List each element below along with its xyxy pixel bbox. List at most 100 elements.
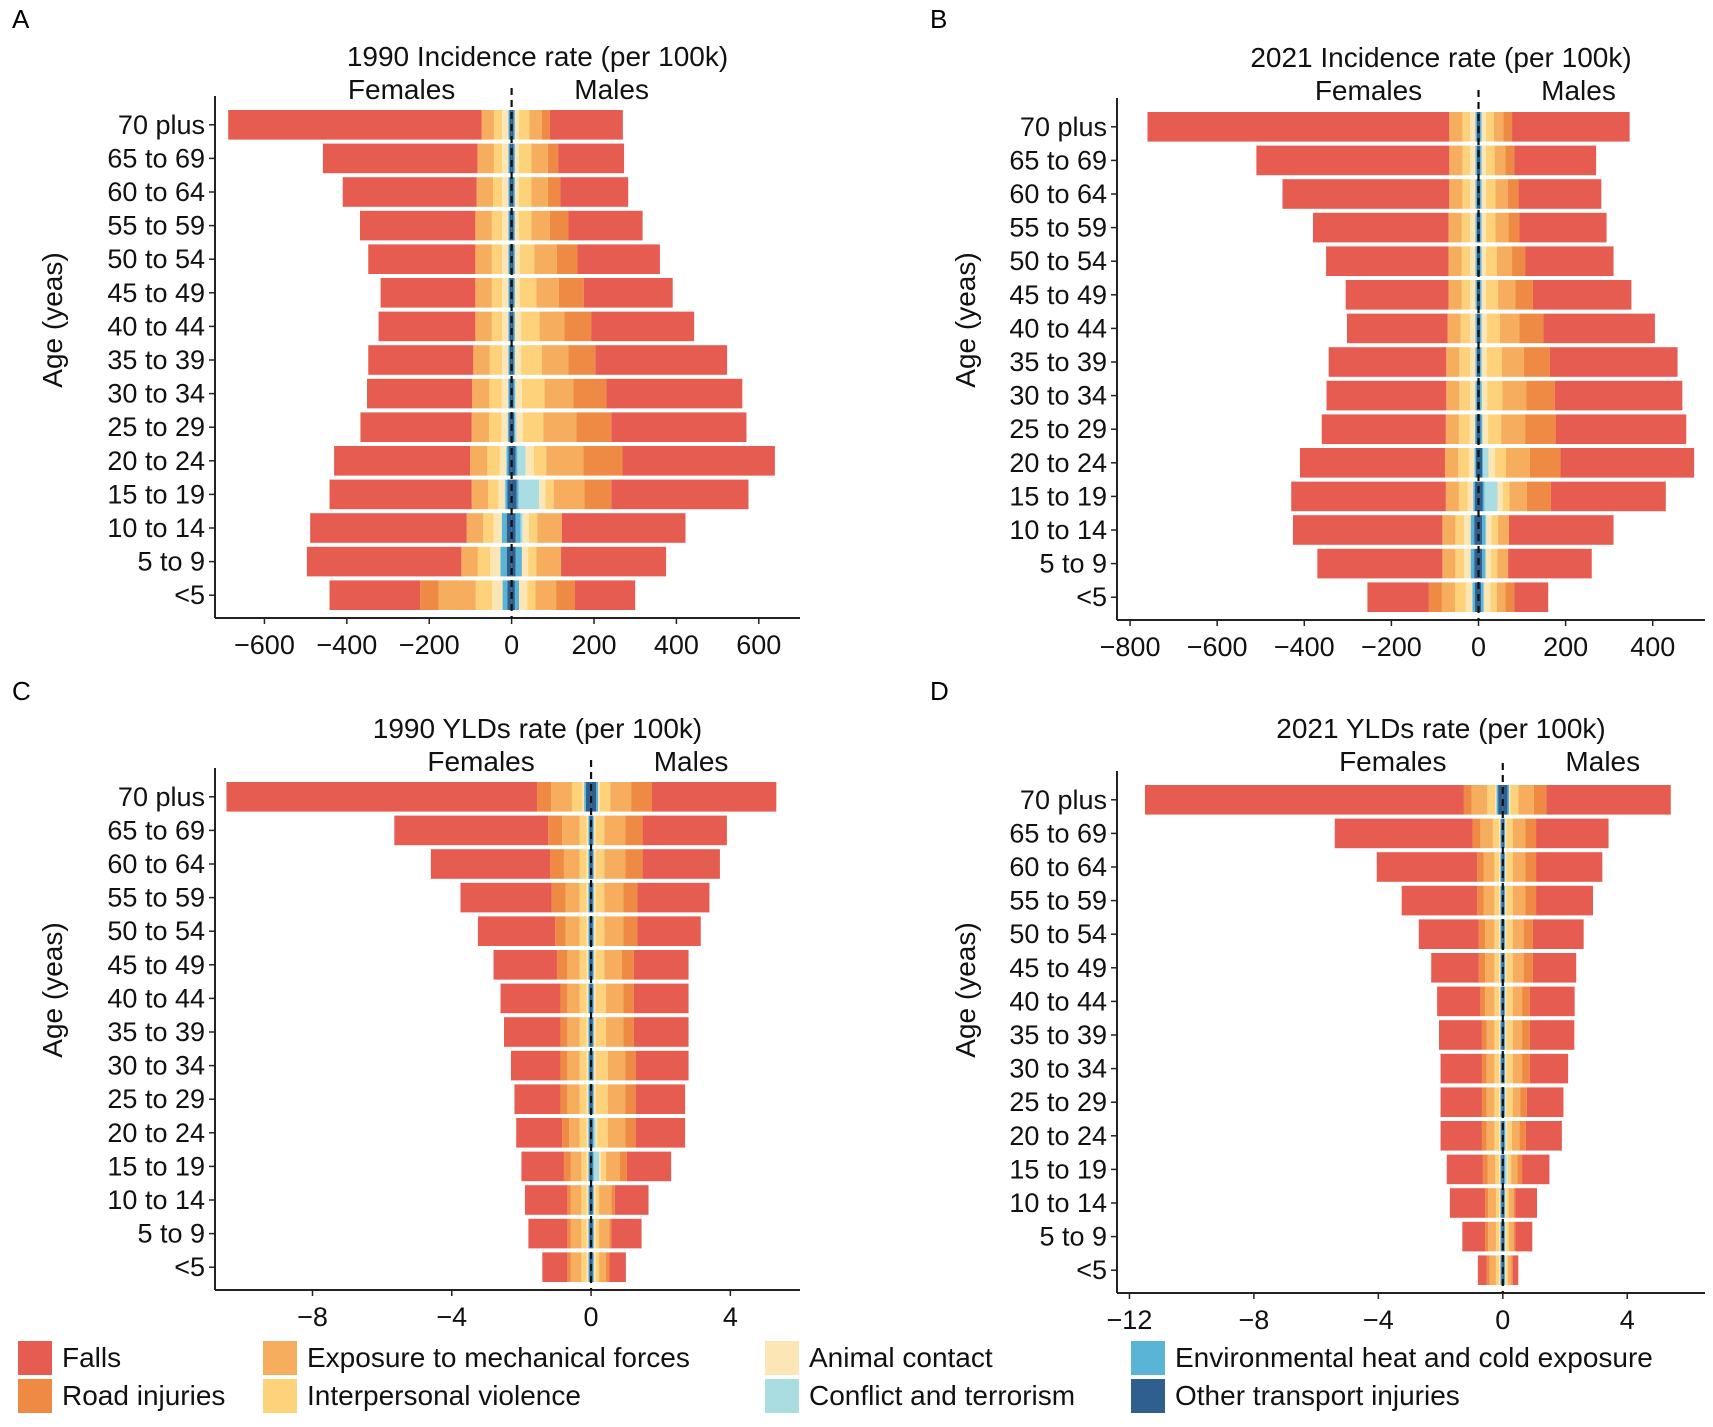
bar-males-mech-3 bbox=[1509, 481, 1527, 512]
bar-females-violence-11 bbox=[1461, 212, 1471, 243]
age-tick-label: 55 to 59 bbox=[1009, 886, 1107, 916]
bar-males-transport-13 bbox=[1478, 145, 1481, 176]
bar-males-conflict-2 bbox=[520, 513, 523, 543]
bar-males-falls-0 bbox=[1512, 1255, 1519, 1285]
bar-females-road-12 bbox=[549, 849, 564, 879]
legend: Falls Road injuries Exposure to mechanic… bbox=[18, 1340, 1708, 1420]
bar-males-env-13 bbox=[513, 143, 515, 174]
bar-males-animal-2 bbox=[1486, 515, 1492, 545]
bar-females-env-0 bbox=[1500, 1255, 1502, 1285]
bar-females-violence-1 bbox=[581, 1218, 587, 1249]
bar-males-animal-12 bbox=[514, 177, 520, 207]
bar-females-road-4 bbox=[1481, 1121, 1487, 1151]
bar-females-animal-0 bbox=[586, 1252, 589, 1282]
bar-males-animal-4 bbox=[1505, 1121, 1508, 1151]
bar-females-transport-1 bbox=[1474, 548, 1479, 579]
bar-males-mech-5 bbox=[607, 1084, 626, 1114]
bar-males-road-13 bbox=[625, 815, 643, 846]
age-tick-label: 70 plus bbox=[1020, 112, 1107, 142]
bar-females-violence-8 bbox=[491, 311, 503, 342]
bar-females-falls-10 bbox=[1326, 246, 1449, 276]
bar-males-violence-0 bbox=[595, 1252, 600, 1282]
bar-males-violence-3 bbox=[1502, 481, 1510, 512]
bar-females-animal-6 bbox=[1499, 1053, 1501, 1084]
bar-males-violence-7 bbox=[521, 345, 542, 375]
bar-males-mech-8 bbox=[606, 983, 624, 1014]
age-tick-label: 50 to 54 bbox=[107, 244, 205, 274]
bar-females-transport-0 bbox=[507, 580, 512, 610]
bar-males-conflict-3 bbox=[518, 479, 540, 510]
bar-females-env-13 bbox=[508, 143, 510, 174]
age-tick-label: 25 to 29 bbox=[1009, 414, 1107, 444]
bar-females-mech-13 bbox=[1480, 818, 1493, 849]
panel-letter-c: C bbox=[12, 676, 31, 706]
bar-males-transport-14 bbox=[1502, 785, 1508, 815]
bar-females-transport-8 bbox=[1476, 313, 1479, 344]
bar-females-env-9 bbox=[1475, 280, 1477, 310]
bar-females-mech-3 bbox=[1487, 1154, 1496, 1185]
bar-males-env-12 bbox=[1504, 852, 1506, 882]
bar-males-animal-14 bbox=[1481, 112, 1486, 142]
bar-males-falls-3 bbox=[626, 1151, 672, 1182]
bar-females-violence-11 bbox=[579, 882, 587, 913]
bar-males-falls-3 bbox=[611, 479, 749, 510]
bar-males-animal-12 bbox=[593, 849, 596, 879]
bar-females-env-3 bbox=[588, 1151, 590, 1182]
bar-males-violence-13 bbox=[519, 143, 532, 174]
bar-males-mech-6 bbox=[544, 378, 574, 409]
bar-females-falls-14 bbox=[228, 110, 482, 140]
bar-females-road-1 bbox=[1485, 1221, 1489, 1252]
bar-males-env-6 bbox=[592, 1050, 594, 1081]
bar-females-mech-4 bbox=[1486, 1121, 1495, 1151]
bar-males-mech-14 bbox=[529, 110, 542, 140]
bar-females-road-6 bbox=[560, 1050, 568, 1081]
bar-females-road-11 bbox=[1477, 885, 1484, 916]
bar-males-falls-14 bbox=[652, 782, 777, 812]
bar-males-road-13 bbox=[1525, 818, 1537, 849]
bar-males-mech-11 bbox=[531, 210, 550, 241]
bar-females-env-7 bbox=[1500, 1020, 1502, 1050]
bar-males-violence-13 bbox=[1506, 818, 1513, 849]
bar-males-violence-3 bbox=[600, 1151, 607, 1182]
age-tick-label: 25 to 29 bbox=[107, 412, 205, 442]
bar-males-env-11 bbox=[1480, 212, 1482, 243]
x-tick-label: 200 bbox=[1543, 632, 1588, 662]
bar-males-env-2 bbox=[592, 1185, 594, 1215]
bar-males-mech-10 bbox=[1512, 919, 1524, 949]
bar-males-transport-8 bbox=[1502, 986, 1505, 1017]
bar-males-violence-4 bbox=[1495, 448, 1506, 478]
bar-males-road-6 bbox=[625, 1050, 636, 1081]
bar-males-falls-4 bbox=[1560, 448, 1695, 478]
bar-males-violence-14 bbox=[599, 782, 611, 812]
bar-females-mech-10 bbox=[1485, 919, 1495, 949]
bar-females-env-2 bbox=[1500, 1188, 1502, 1218]
bar-males-road-8 bbox=[623, 983, 634, 1014]
bar-males-road-7 bbox=[568, 345, 596, 375]
bar-females-violence-5 bbox=[579, 1084, 587, 1114]
bar-males-mech-11 bbox=[1495, 212, 1509, 243]
bar-females-animal-5 bbox=[501, 412, 508, 442]
bar-females-env-2 bbox=[588, 1185, 590, 1215]
bar-females-transport-7 bbox=[509, 345, 512, 375]
bar-males-conflict-5 bbox=[515, 412, 517, 442]
bar-males-mech-8 bbox=[1499, 313, 1520, 344]
bar-females-env-6 bbox=[1500, 1053, 1502, 1084]
bar-males-violence-1 bbox=[595, 1218, 600, 1249]
bar-males-road-8 bbox=[1519, 313, 1544, 344]
bar-females-animal-12 bbox=[1470, 179, 1476, 209]
bar-males-falls-12 bbox=[1518, 179, 1602, 209]
bar-females-animal-7 bbox=[586, 1017, 589, 1047]
bar-males-violence-7 bbox=[595, 1017, 607, 1047]
bar-females-road-13 bbox=[1472, 818, 1481, 849]
bar-females-animal-6 bbox=[586, 1050, 589, 1081]
bar-females-violence-14 bbox=[493, 110, 503, 140]
age-tick-label: 45 to 49 bbox=[1009, 280, 1107, 310]
bar-females-animal-11 bbox=[586, 882, 589, 913]
bar-males-falls-5 bbox=[635, 1084, 686, 1114]
bar-females-road-5 bbox=[560, 1084, 568, 1114]
bar-females-violence-2 bbox=[581, 1185, 587, 1215]
bar-females-mech-14 bbox=[481, 110, 494, 140]
bar-males-falls-14 bbox=[549, 110, 623, 140]
bar-females-env-11 bbox=[508, 210, 510, 241]
